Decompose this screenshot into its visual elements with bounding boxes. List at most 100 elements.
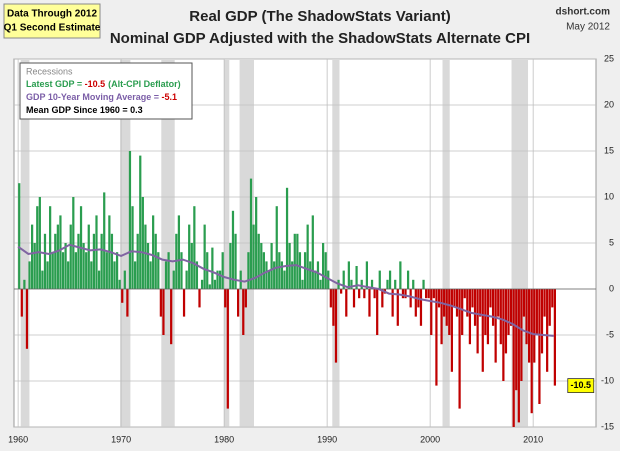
y-tick-label: 15 [604,145,614,155]
bar [216,270,219,289]
bar [103,192,106,289]
bar [468,289,472,345]
legend-entry: GDP 10-Year Moving Average = -5.1 [26,92,177,102]
bar [396,289,399,326]
note-line: Q1 Second Estimate [4,23,101,34]
bar [134,261,137,289]
bar [319,279,322,289]
bar [352,289,356,308]
bar [149,261,152,289]
bar [244,289,247,308]
bar [267,270,271,289]
bar [198,289,201,308]
bar [535,289,538,335]
bar [303,252,307,289]
bar [497,289,500,317]
bar [363,289,366,299]
bar [87,224,90,289]
bar [355,266,358,289]
legend-entry: Mean GDP Since 1960 = 0.3 [26,105,143,115]
bar [365,261,369,289]
bar [458,289,461,409]
bar [36,206,39,289]
bar [247,252,250,289]
source: dshort.com [556,7,611,18]
bar [553,289,556,386]
bar [301,279,304,289]
recession-band [332,60,340,427]
bar [481,289,484,372]
bar [455,289,459,317]
bar [386,279,389,289]
bar [85,252,88,289]
bar [316,261,320,289]
bar [203,224,206,289]
bar [113,261,116,289]
bar [128,151,132,289]
bar [131,206,134,289]
bar [100,233,103,289]
bar [533,289,536,363]
legend-label: Latest GDP = [26,79,85,89]
bar [283,270,286,289]
legend-value: -5.1 [161,92,177,102]
bar [172,270,175,289]
bar [342,270,345,289]
bar [551,289,554,308]
bar [528,289,531,363]
bar [546,289,549,372]
bar [278,252,281,289]
bar [211,247,214,289]
bar [360,279,363,289]
bar [257,233,260,289]
y-tick-label: -15 [601,421,614,431]
y-tick-label: -5 [606,329,614,339]
bar [110,233,114,289]
bar [309,261,312,289]
bar [188,224,191,289]
bar [262,252,265,289]
bar [229,243,232,289]
legend-value: -10.5 [85,79,106,89]
bar [358,289,361,299]
bar [54,233,57,289]
bar [422,279,425,289]
callout-label: -10.5 [571,380,592,390]
bar [548,289,551,326]
bar [499,289,502,345]
bar [479,289,482,317]
bar [231,210,235,289]
bar [440,289,443,345]
bar [234,233,237,289]
bar [502,289,505,381]
bar [170,289,173,345]
bar [515,289,518,391]
bar [370,279,374,289]
bar [345,289,348,317]
y-tick-label: 5 [609,237,614,247]
x-tick-label: 2000 [420,434,440,444]
legend-value: 0.3 [130,105,143,115]
y-tick-label: 20 [604,99,614,109]
bar [399,261,402,289]
chart-subtitle: Nominal GDP Adjusted with the ShadowStat… [110,30,530,47]
bar [97,270,101,289]
bar [51,252,54,289]
bar [162,289,165,335]
bar [20,289,23,317]
bar [43,233,47,289]
bar [180,252,183,289]
bar [49,206,52,289]
note-box [3,3,101,39]
bar [489,289,492,308]
bar [484,289,487,335]
bar [273,261,276,289]
x-tick-label: 1980 [214,434,234,444]
bar [92,233,96,289]
bar [95,215,98,289]
bar [144,224,147,289]
bar [453,289,456,308]
bar [237,289,240,317]
bar [38,197,41,289]
